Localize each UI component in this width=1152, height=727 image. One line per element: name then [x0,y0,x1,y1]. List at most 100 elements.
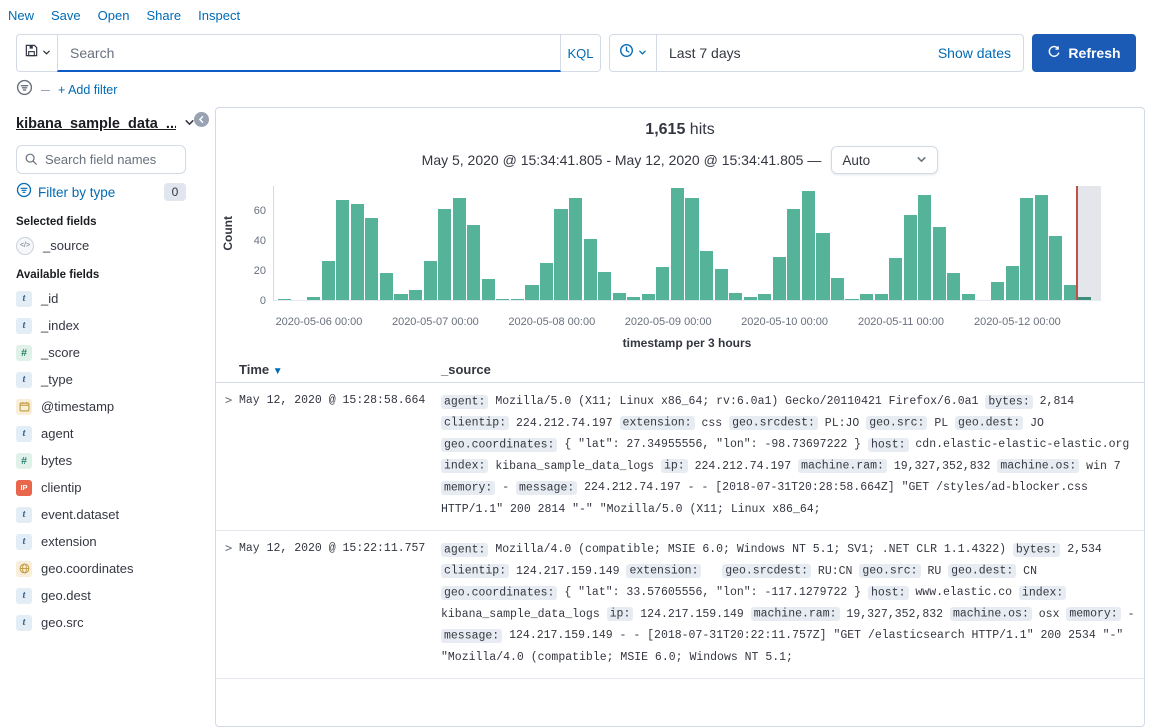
histogram-bar [627,297,641,300]
filter-circle-icon[interactable] [16,79,33,101]
field-item-agent[interactable]: t agent [16,424,208,443]
documents-table: Time ▼ _source > May 12, 2020 @ 15:28:58.… [216,358,1144,679]
refresh-label: Refresh [1068,45,1121,61]
source-field-key: extension: [619,416,695,430]
field-item-_score[interactable]: # _score [16,343,208,362]
field-item-geo.coordinates[interactable]: geo.coordinates [16,559,208,578]
sort-desc-icon: ▼ [272,366,283,377]
field-item-event.dataset[interactable]: t event.dataset [16,505,208,524]
histogram-bar [932,226,946,300]
nav-link-open[interactable]: Open [97,7,130,23]
histogram-bar [758,294,772,300]
time-range-value[interactable]: Last 7 days [669,45,741,61]
source-field-key: machine.os: [949,607,1032,621]
field-item-@timestamp[interactable]: @timestamp [16,397,208,416]
time-cell: May 12, 2020 @ 15:22:11.757 [239,542,426,555]
hits-label: hits [689,121,715,138]
chevron-left-icon [197,111,206,129]
histogram-bar [830,277,845,300]
source-field-key: machine.ram: [798,459,887,473]
field-item-clientip[interactable]: IP clientip [16,478,208,497]
field-search-input[interactable] [16,145,186,174]
kql-label[interactable]: KQL [561,34,601,72]
y-axis-title: Count [221,216,235,251]
histogram-bar [569,198,583,300]
histogram-bar [1005,265,1019,300]
histogram-bar [961,294,976,300]
field-name: _source [43,238,90,253]
nav-link-share[interactable]: Share [146,7,182,23]
filter-divider [41,89,50,91]
source-field-key: message: [516,480,578,495]
histogram-bar [554,208,568,300]
table-header: Time ▼ _source [216,358,1144,383]
histogram-bar [787,208,801,300]
histogram-bar [1020,198,1034,300]
y-tick-label: 20 [253,265,266,277]
time-cell: May 12, 2020 @ 15:28:58.664 [239,394,426,407]
column-header-source: _source [441,362,491,377]
field-type-string-icon: t [16,533,32,550]
search-input[interactable] [57,34,561,72]
histogram-bar [743,297,757,300]
source-field-key: geo.srcdest: [729,416,818,430]
index-pattern-selector[interactable]: kibana_sample_data_... [16,116,176,132]
field-item-geo.src[interactable]: t geo.src [16,613,208,632]
nav-link-new[interactable]: New [8,7,35,23]
field-item-_type[interactable]: t _type [16,370,208,389]
filter-by-type-button[interactable]: Filter by type [38,184,116,200]
interval-select[interactable]: Auto [831,146,939,174]
hits-count: 1,615 [645,121,686,138]
search-icon [24,152,38,171]
histogram-bar [336,199,350,300]
field-name: _score [41,345,81,360]
field-item-_source[interactable]: </> _source [16,236,208,255]
collapse-sidebar-button[interactable] [194,112,209,127]
table-row: > May 12, 2020 @ 15:22:11.757 agent: Mozil… [216,531,1144,679]
source-field-key: agent: [441,542,489,557]
histogram-plot[interactable] [273,186,1101,301]
field-type-string-icon: t [16,587,32,604]
field-name: _index [41,318,80,333]
add-filter-button[interactable]: + Add filter [58,83,118,97]
field-name: _id [41,291,59,306]
histogram-bar [423,261,437,300]
column-header-time[interactable]: Time ▼ [239,362,283,377]
source-field-key: host: [867,585,909,600]
histogram-bar [598,271,612,300]
show-dates-button[interactable]: Show dates [937,45,1011,61]
histogram-bar [641,294,655,300]
field-name: agent [41,426,74,441]
x-tick-label: 2020-05-10 00:00 [741,316,829,328]
field-name: event.dataset [41,507,120,522]
field-item-geo.dest[interactable]: t geo.dest [16,586,208,605]
field-type-geo-icon [16,560,32,577]
nav-link-inspect[interactable]: Inspect [198,7,241,23]
chevron-down-icon [916,153,927,168]
x-tick-label: 2020-05-12 00:00 [973,316,1061,328]
filter-count-badge: 0 [164,183,186,201]
quick-select-button[interactable] [610,35,657,71]
source-field-key: clientip: [441,416,510,430]
histogram-bar [845,298,859,300]
field-item-_id[interactable]: t _id [16,289,208,308]
field-item-extension[interactable]: t extension [16,532,208,551]
field-item-bytes[interactable]: # bytes [16,451,208,470]
histogram-bar [350,204,364,300]
expand-row-button[interactable]: > [225,541,233,555]
histogram-bar [1063,285,1077,300]
histogram-bar [889,258,903,300]
refresh-button[interactable]: Refresh [1032,34,1136,72]
clock-icon [619,43,634,63]
source-field-key: ip: [606,607,634,621]
histogram-bar [496,298,510,300]
nav-link-save[interactable]: Save [51,7,81,23]
source-field-key: geo.src: [859,564,921,578]
histogram-bar [278,298,292,300]
selected-fields-list: </> _source [16,236,208,255]
available-fields-heading: Available fields [16,269,100,281]
expand-row-button[interactable]: > [225,393,233,407]
field-item-_index[interactable]: t _index [16,316,208,335]
histogram-bar [714,268,728,300]
saved-query-button[interactable] [16,34,57,72]
